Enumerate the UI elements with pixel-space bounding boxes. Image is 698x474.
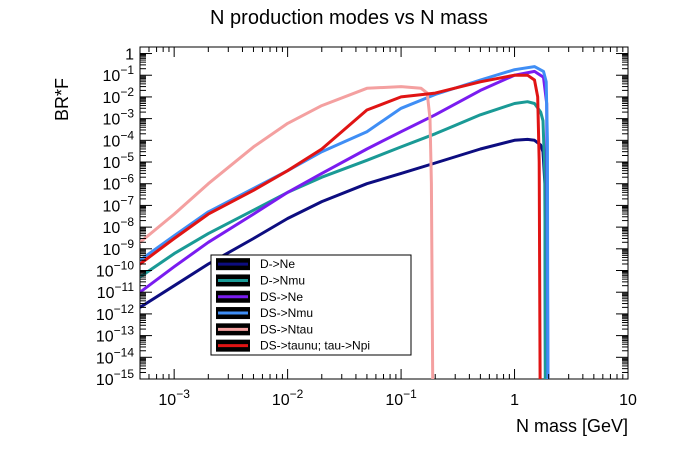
y-tick-base: 10 (96, 329, 114, 346)
y-tick-base: 1 (125, 47, 134, 64)
y-tick-base: 10 (96, 350, 114, 367)
y-tick-label: 10−11 (97, 280, 135, 302)
x-tick-exponent: −2 (290, 387, 304, 401)
y-tick-base: 10 (103, 133, 121, 150)
x-axis: 10−3 10−2 10−1 1 10 (139, 47, 637, 409)
y-tick-base: 10 (96, 307, 114, 324)
y-axis: 110−110−210−310−410−510−610−710−810−910−… (96, 46, 628, 389)
y-tick-exponent: −15 (114, 367, 135, 381)
y-tick-base: 10 (96, 264, 114, 281)
y-tick-exponent: −2 (120, 85, 134, 99)
y-tick-label: 10−8 (103, 215, 135, 237)
y-tick-label: 10−15 (96, 367, 134, 389)
y-axis-label: BR*F (52, 78, 72, 121)
x-tick-base: 1 (510, 392, 519, 409)
y-tick-base: 10 (103, 177, 121, 194)
x-tick-base: 10 (385, 392, 403, 409)
y-tick-label: 10−12 (96, 302, 134, 324)
y-tick-exponent: −11 (115, 280, 135, 294)
y-tick-label: 10−5 (103, 150, 135, 172)
y-tick-base: 10 (103, 220, 121, 237)
legend-label: D->Ne (260, 257, 295, 271)
y-tick-base: 10 (103, 155, 121, 172)
y-tick-base: 10 (96, 372, 114, 389)
series-line-5 (140, 85, 435, 379)
x-tick-label: 1 (510, 392, 519, 409)
chart-title: N production modes vs N mass (210, 7, 488, 29)
y-tick-exponent: −9 (120, 237, 134, 251)
y-tick-exponent: −7 (120, 193, 134, 207)
y-tick-exponent: −1 (120, 63, 134, 77)
y-tick-label: 10−2 (103, 85, 135, 107)
x-tick-label: 10 (619, 392, 637, 409)
y-tick-label: 10−6 (103, 172, 135, 194)
legend: D->Ne D->Nmu DS->Ne DS->Nmu DS->Ntau DS->taun… (210, 254, 412, 356)
y-tick-label: 10−13 (96, 324, 134, 346)
x-axis-label: N mass [GeV] (516, 416, 628, 436)
y-tick-exponent: −8 (120, 215, 134, 229)
y-tick-label: 10−10 (96, 259, 134, 281)
legend-label: DS->Nmu (260, 306, 313, 320)
legend-label: DS->Ne (260, 290, 303, 304)
y-tick-label: 10−3 (103, 107, 135, 129)
y-tick-base: 10 (97, 285, 115, 302)
legend-label: DS->taunu; tau->Npi (260, 339, 370, 353)
y-tick-base: 10 (103, 90, 121, 107)
y-tick-exponent: −14 (114, 345, 135, 359)
y-tick-exponent: −6 (120, 172, 134, 186)
y-tick-exponent: −13 (114, 324, 135, 338)
y-tick-label: 10−1 (103, 63, 135, 85)
series-line-2 (140, 100, 547, 379)
y-tick-label: 10−9 (103, 237, 135, 259)
y-tick-base: 10 (103, 242, 121, 259)
x-tick-base: 10 (272, 392, 290, 409)
y-tick-exponent: −10 (114, 259, 135, 273)
series-line-1 (140, 137, 547, 379)
y-tick-exponent: −4 (120, 128, 134, 142)
y-tick-exponent: −5 (120, 150, 134, 164)
y-tick-base: 10 (103, 198, 121, 215)
x-tick-exponent: −3 (176, 387, 190, 401)
x-tick-exponent: −1 (403, 387, 417, 401)
y-tick-label: 10−7 (103, 193, 135, 215)
y-tick-exponent: −12 (114, 302, 135, 316)
y-tick-label: 10−14 (96, 345, 134, 367)
x-tick-base: 10 (619, 392, 637, 409)
y-tick-exponent: −3 (120, 107, 134, 121)
legend-label: D->Nmu (260, 273, 305, 287)
plot-area (140, 65, 550, 379)
x-tick-label: 10−2 (272, 387, 304, 409)
x-tick-label: 10−1 (385, 387, 417, 409)
y-tick-label: 10−4 (103, 128, 135, 150)
x-tick-label: 10−3 (158, 387, 190, 409)
legend-box (210, 254, 412, 356)
legend-label: DS->Ntau (260, 322, 313, 336)
x-tick-base: 10 (158, 392, 176, 409)
y-tick-base: 10 (103, 112, 121, 129)
y-tick-label: 1 (125, 47, 134, 64)
series-line-3 (140, 69, 550, 379)
y-tick-base: 10 (103, 68, 121, 85)
series-line-6 (140, 73, 542, 379)
series-line-4 (140, 65, 550, 379)
